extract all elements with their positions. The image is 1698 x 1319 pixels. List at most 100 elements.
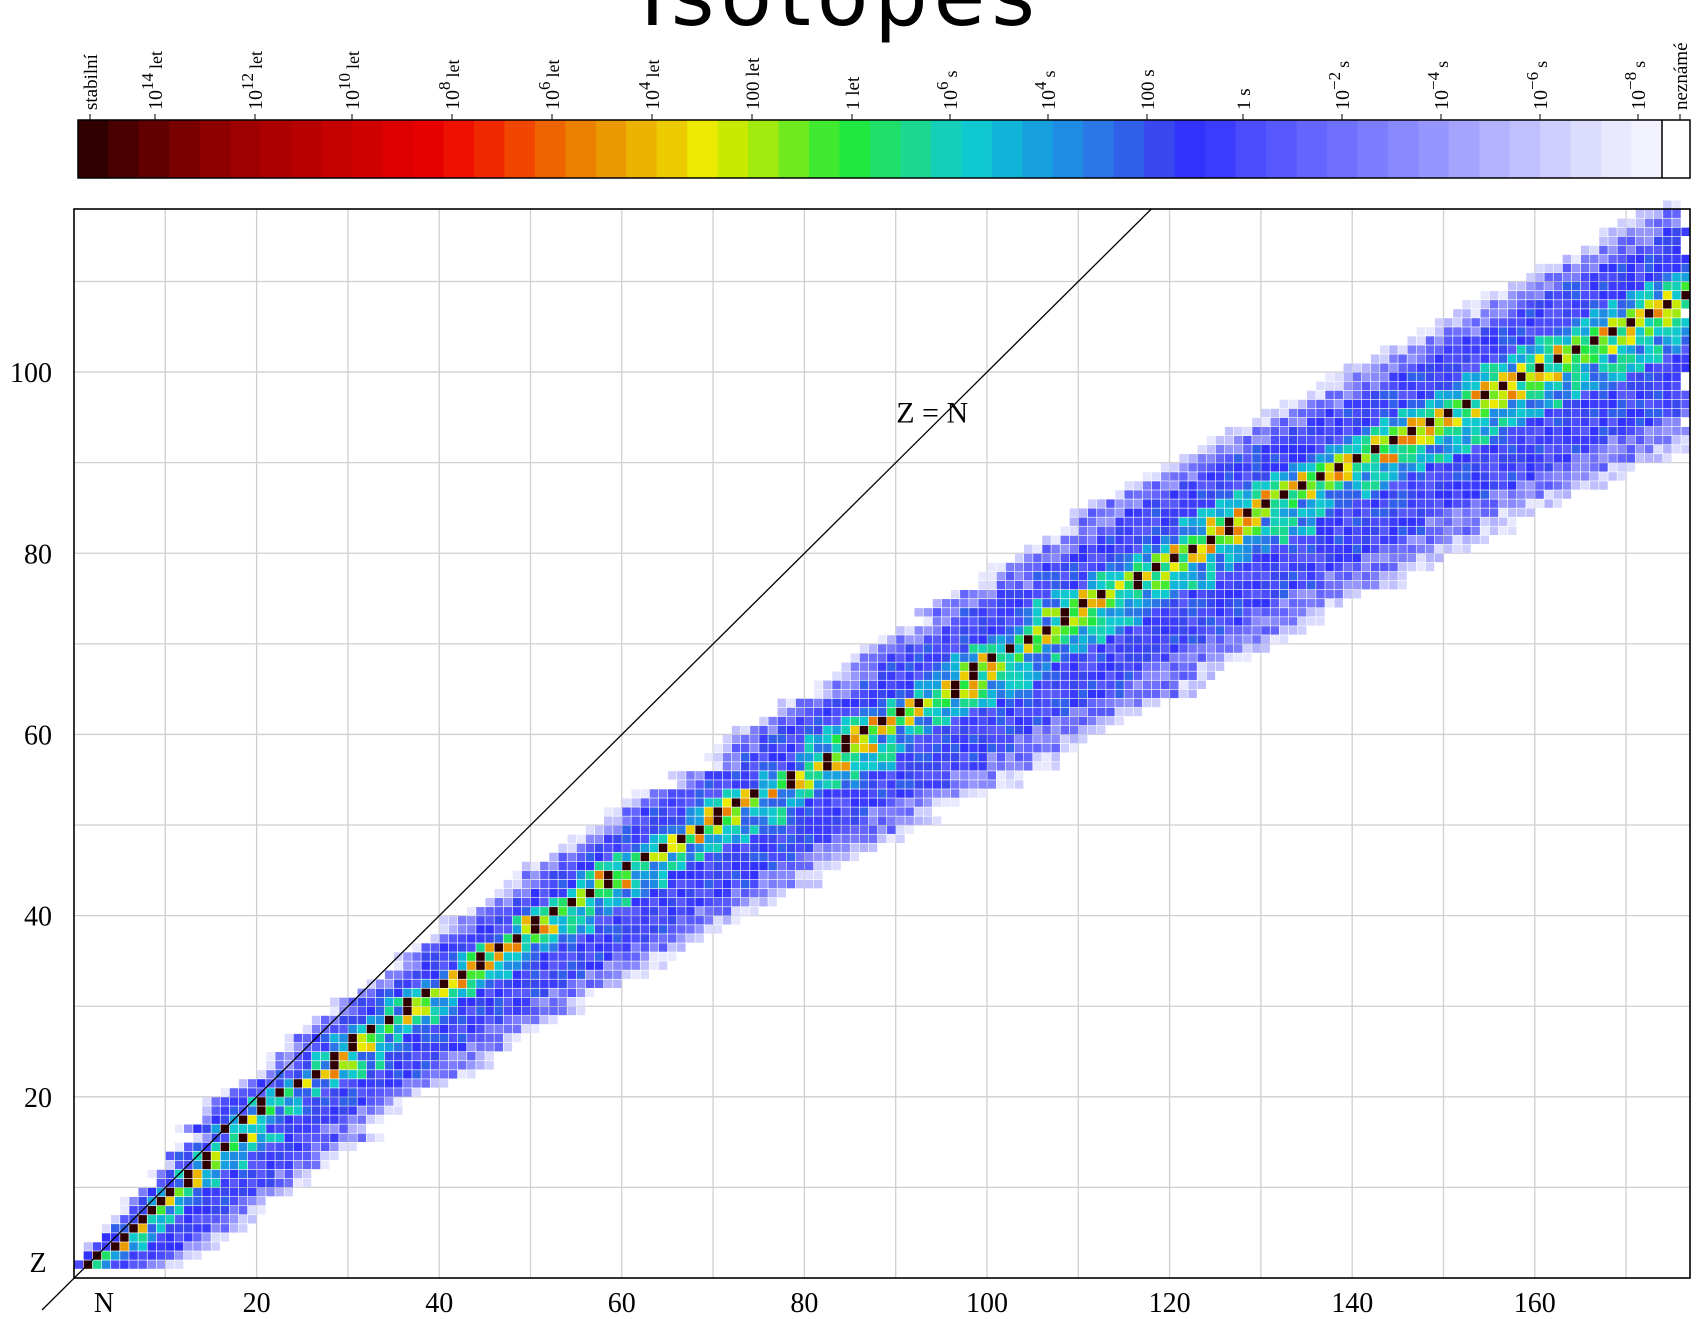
nuclide-cell xyxy=(1526,272,1535,282)
nuclide-cell xyxy=(1316,499,1325,508)
nuclide-cell xyxy=(1343,372,1353,381)
nuclide-cell xyxy=(1133,544,1143,554)
colorbar-swatch xyxy=(1113,120,1145,178)
nuclide-cell xyxy=(923,626,933,635)
nuclide-cell xyxy=(540,988,549,998)
nuclide-cell xyxy=(567,861,577,871)
nuclide-cell xyxy=(887,753,896,762)
nuclide-cell xyxy=(147,1251,157,1260)
nuclide-cell xyxy=(229,1224,239,1233)
nuclide-cell xyxy=(1635,263,1645,273)
nuclide-cell xyxy=(1590,445,1599,454)
nuclide-cell xyxy=(649,925,659,934)
nuclide-cell xyxy=(1626,445,1636,454)
nuclide-cell xyxy=(74,1260,83,1269)
nuclide-cell xyxy=(321,1097,330,1106)
nuclide-cell xyxy=(558,952,567,961)
nuclide-cell xyxy=(147,1215,157,1224)
nuclide-cell xyxy=(1279,562,1289,572)
nuclide-cell xyxy=(184,1196,193,1206)
nuclide-cell xyxy=(695,771,704,780)
nuclide-cell xyxy=(1078,680,1088,690)
nuclide-cell xyxy=(978,626,987,635)
nuclide-cell xyxy=(1133,626,1143,635)
nuclide-cell xyxy=(530,970,540,979)
nuclide-cell xyxy=(549,943,558,952)
nuclide-cell xyxy=(101,1260,111,1269)
nuclide-cell xyxy=(1434,345,1444,354)
grid xyxy=(74,209,1690,1278)
nuclide-cell xyxy=(1608,291,1617,300)
nuclide-cell xyxy=(1462,408,1471,418)
nuclide-cell xyxy=(640,879,650,889)
nuclide-cell xyxy=(1553,309,1563,318)
nuclide-cell xyxy=(1060,617,1070,626)
nuclide-cell xyxy=(1599,309,1608,318)
nuclide-cell xyxy=(950,753,960,762)
nuclide-cell xyxy=(896,716,905,726)
nuclide-cell xyxy=(457,979,467,988)
nuclide-cell xyxy=(111,1251,120,1260)
nuclide-cell xyxy=(1133,662,1143,671)
nuclide-cell xyxy=(339,1115,348,1124)
nuclide-cell xyxy=(1389,562,1398,572)
nuclide-cell xyxy=(394,979,403,988)
nuclide-cell xyxy=(1142,644,1152,653)
nuclide-cell xyxy=(503,1042,513,1052)
nuclide-cell xyxy=(174,1160,184,1170)
nuclide-cell xyxy=(576,943,586,952)
nuclide-cell xyxy=(1343,399,1353,409)
nuclide-cell xyxy=(1407,499,1416,508)
nuclide-cell xyxy=(1352,454,1362,463)
x-tick-label: 120 xyxy=(1149,1288,1191,1319)
nuclide-cell xyxy=(823,707,832,717)
nuclide-cell xyxy=(439,934,449,943)
nuclide-cell xyxy=(594,898,604,907)
nuclide-cell xyxy=(1188,662,1197,671)
colorbar-label: 1014let xyxy=(138,51,167,110)
nuclide-cell xyxy=(841,689,850,699)
nuclide-cell xyxy=(1553,263,1563,273)
nuclide-cell xyxy=(1608,463,1617,472)
nuclide-cell xyxy=(1407,544,1416,554)
nuclide-cell xyxy=(969,599,978,608)
nuclide-cell xyxy=(1590,472,1599,481)
nuclide-cell xyxy=(1124,544,1133,554)
nuclide-cell xyxy=(686,934,695,943)
nuclide-cell xyxy=(384,1097,394,1106)
nuclide-cell xyxy=(850,762,860,771)
nuclide-cell xyxy=(421,1052,430,1061)
nuclide-cell xyxy=(1617,291,1626,300)
nuclide-cell xyxy=(1170,571,1179,581)
nuclide-cell xyxy=(1462,336,1471,345)
nuclide-cell xyxy=(1243,490,1252,499)
nuclide-cell xyxy=(1179,454,1188,463)
nuclide-cell xyxy=(1389,580,1398,590)
nuclide-cell xyxy=(695,843,704,853)
nuclide-cell xyxy=(677,898,686,907)
nuclide-cell xyxy=(412,961,421,970)
nuclide-cell xyxy=(321,1015,330,1025)
nuclide-cell xyxy=(850,816,860,825)
nuclide-cell xyxy=(1498,435,1508,445)
nuclide-cell xyxy=(887,834,896,844)
nuclide-cell xyxy=(1480,291,1490,300)
nuclide-cell xyxy=(1097,562,1106,572)
nuclide-cell xyxy=(1325,435,1334,445)
nuclide-cell xyxy=(293,1115,303,1124)
nuclide-cell xyxy=(750,780,759,789)
nuclide-cell xyxy=(667,789,677,798)
nuclide-cell xyxy=(932,716,942,726)
nuclide-cell xyxy=(1170,517,1179,526)
nuclide-cell xyxy=(1580,435,1590,445)
colorbar-swatch xyxy=(961,120,993,178)
nuclide-cell xyxy=(704,898,713,907)
nuclide-cell xyxy=(357,1097,367,1106)
x-axis-label: N xyxy=(94,1288,114,1319)
nuclide-cell xyxy=(1644,209,1654,218)
nuclide-cell xyxy=(1644,445,1654,454)
nuclide-cell xyxy=(1334,472,1343,481)
nuclide-cell xyxy=(1133,535,1143,545)
nuclide-cell xyxy=(549,1015,558,1025)
